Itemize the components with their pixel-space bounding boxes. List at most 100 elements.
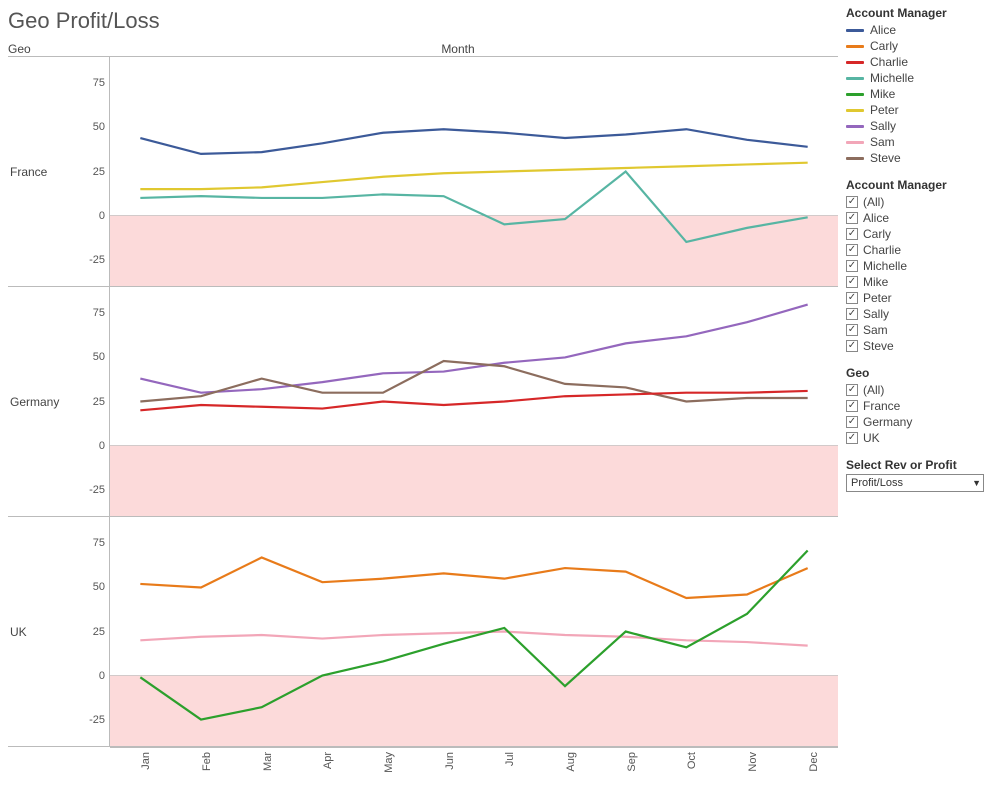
filter-manager-mike[interactable]: ✓ Mike <box>846 274 984 290</box>
y-tick: 0 <box>99 210 105 222</box>
checkbox-icon: ✓ <box>846 416 858 428</box>
panel-label: France <box>8 57 78 286</box>
filter-manager-all[interactable]: ✓(All) <box>846 194 984 210</box>
checkbox-icon: ✓ <box>846 432 858 444</box>
checkbox-icon: ✓ <box>846 276 858 288</box>
y-tick: 50 <box>93 121 105 133</box>
param-select[interactable]: Profit/Loss ▼ <box>846 474 984 492</box>
x-tick: Mar <box>262 752 274 771</box>
legend-swatch <box>846 141 864 144</box>
y-tick: 0 <box>99 670 105 682</box>
legend-label: Sam <box>870 135 895 149</box>
filter-label: Michelle <box>863 259 907 273</box>
filter-label: France <box>863 399 900 413</box>
legend-label: Steve <box>870 151 901 165</box>
legend-swatch <box>846 109 864 112</box>
checkbox-icon: ✓ <box>846 400 858 412</box>
legend-item-sally[interactable]: Sally <box>846 118 984 134</box>
geo-axis-label: Geo <box>8 42 78 56</box>
filter-manager-steve[interactable]: ✓ Steve <box>846 338 984 354</box>
legend-swatch <box>846 93 864 96</box>
filter-manager-michelle[interactable]: ✓ Michelle <box>846 258 984 274</box>
y-axis: -250255075 <box>78 57 110 286</box>
checkbox-icon: ✓ <box>846 212 858 224</box>
legend-item-sam[interactable]: Sam <box>846 134 984 150</box>
series-peter[interactable] <box>140 163 807 189</box>
y-tick: -25 <box>89 714 105 726</box>
legend-item-steve[interactable]: Steve <box>846 150 984 166</box>
filter-label: Germany <box>863 415 912 429</box>
y-axis: -25 0 25 50 75 <box>78 287 110 516</box>
legend-swatch <box>846 29 864 32</box>
filter-label: (All) <box>863 383 884 397</box>
filter-label: Steve <box>863 339 894 353</box>
checkbox-icon: ✓ <box>846 308 858 320</box>
filter-geo-all[interactable]: ✓ (All) <box>846 382 984 398</box>
plot-area[interactable] <box>110 287 838 516</box>
filter-manager-sally[interactable]: ✓ Sally <box>846 306 984 322</box>
filter-label: Sally <box>863 307 889 321</box>
y-tick: 25 <box>93 396 105 408</box>
filter-label: UK <box>863 431 880 445</box>
legend-swatch <box>846 125 864 128</box>
x-tick: Sep <box>626 752 638 772</box>
chevron-down-icon: ▼ <box>972 478 981 488</box>
filter-geo-uk[interactable]: ✓ UK <box>846 430 984 446</box>
legend-label: Michelle <box>870 71 914 85</box>
checkbox-icon: ✓ <box>846 292 858 304</box>
legend-item-michelle[interactable]: Michelle <box>846 70 984 86</box>
month-axis-label: Month <box>78 42 838 56</box>
legend-label: Charlie <box>870 55 908 69</box>
filter-label: Mike <box>863 275 888 289</box>
legend-item-carly[interactable]: Carly <box>846 38 984 54</box>
y-tick: 0 <box>99 440 105 452</box>
filter-geo-germany[interactable]: ✓ Germany <box>846 414 984 430</box>
y-tick: 75 <box>93 307 105 319</box>
filter-manager-sam[interactable]: ✓Sam <box>846 322 984 338</box>
filter-manager-charlie[interactable]: ✓ Charlie <box>846 242 984 258</box>
filter-label: Peter <box>863 291 892 305</box>
y-tick: 50 <box>93 581 105 593</box>
plot-area[interactable] <box>110 57 838 286</box>
legend-swatch <box>846 157 864 160</box>
x-tick: Aug <box>565 752 577 772</box>
x-tick: Jun <box>444 752 456 770</box>
filter-label: Charlie <box>863 243 901 257</box>
legend-item-alice[interactable]: Alice <box>846 22 984 38</box>
y-tick: -25 <box>89 484 105 496</box>
series-alice[interactable] <box>140 129 807 154</box>
plot-area[interactable] <box>110 517 838 746</box>
legend-item-peter[interactable]: Peter <box>846 102 984 118</box>
checkbox-icon: ✓ <box>846 244 858 256</box>
y-tick: 75 <box>93 537 105 549</box>
filter-manager-alice[interactable]: ✓Alice <box>846 210 984 226</box>
chart-title: Geo Profit/Loss <box>8 8 838 34</box>
legend-label: Carly <box>870 39 898 53</box>
x-tick: Oct <box>686 752 698 769</box>
y-tick: 50 <box>93 351 105 363</box>
panel-label: Germany <box>8 287 78 516</box>
checkbox-icon: ✓ <box>846 324 858 336</box>
series-sam[interactable] <box>140 632 807 646</box>
checkbox-icon: ✓ <box>846 340 858 352</box>
y-tick: 25 <box>93 626 105 638</box>
legend-item-charlie[interactable]: Charlie <box>846 54 984 70</box>
filter-manager-peter[interactable]: ✓ Peter <box>846 290 984 306</box>
checkbox-icon: ✓ <box>846 196 858 208</box>
panel-germany: Germany -25 0 25 50 75 <box>8 287 838 517</box>
legend-swatch <box>846 45 864 48</box>
filter-geo-france[interactable]: ✓ France <box>846 398 984 414</box>
filter-label: Carly <box>863 227 891 241</box>
series-sally[interactable] <box>140 305 807 393</box>
checkbox-icon: ✓ <box>846 260 858 272</box>
x-tick: May <box>383 752 395 773</box>
legend-label: Alice <box>870 23 896 37</box>
param-select-value: Profit/Loss <box>851 477 903 489</box>
panel-label: UK <box>8 517 78 746</box>
series-carly[interactable] <box>140 558 807 599</box>
legend-item-mike[interactable]: Mike <box>846 86 984 102</box>
filter-manager-carly[interactable]: ✓Carly <box>846 226 984 242</box>
checkbox-icon: ✓ <box>846 384 858 396</box>
x-tick: Feb <box>201 752 213 771</box>
x-tick: Apr <box>322 752 334 769</box>
